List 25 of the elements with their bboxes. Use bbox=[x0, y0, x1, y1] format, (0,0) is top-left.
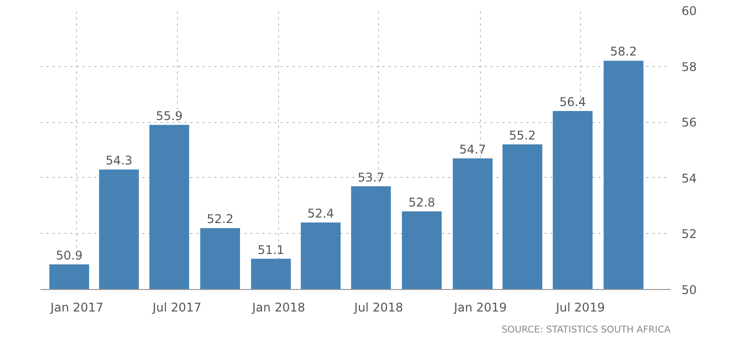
y-tick-label: 56 bbox=[682, 116, 697, 130]
data-label: 55.9 bbox=[156, 108, 183, 123]
data-label: 56.4 bbox=[559, 94, 586, 109]
data-label: 51.1 bbox=[258, 242, 284, 257]
x-tick-label: Jan 2018 bbox=[251, 300, 306, 314]
data-label: 52.8 bbox=[408, 195, 436, 210]
data-label: 50.9 bbox=[56, 248, 83, 262]
y-tick-label: 60 bbox=[682, 4, 697, 18]
y-tick-label: 50 bbox=[682, 283, 697, 297]
data-label: 52.4 bbox=[307, 206, 334, 221]
x-tick-label: Jul 2017 bbox=[152, 300, 202, 314]
x-tick-label: Jan 2017 bbox=[50, 300, 104, 314]
data-label: 53.7 bbox=[358, 170, 384, 184]
x-tick-label: Jan 2019 bbox=[452, 300, 507, 314]
data-label: 54.7 bbox=[459, 142, 486, 156]
y-tick-label: 52 bbox=[682, 227, 697, 242]
source-note: SOURCE: STATISTICS SOUTH AFRICA bbox=[501, 324, 672, 336]
y-tick-label: 54 bbox=[682, 171, 697, 186]
data-label: 55.2 bbox=[509, 128, 536, 142]
data-label: 54.3 bbox=[106, 154, 132, 168]
x-tick-label: Jul 2018 bbox=[353, 300, 404, 314]
x-tick-label: Jul 2019 bbox=[555, 300, 605, 314]
data-label: 52.2 bbox=[206, 212, 234, 226]
y-tick-label: 58 bbox=[682, 60, 697, 74]
data-label: 58.2 bbox=[610, 44, 637, 59]
